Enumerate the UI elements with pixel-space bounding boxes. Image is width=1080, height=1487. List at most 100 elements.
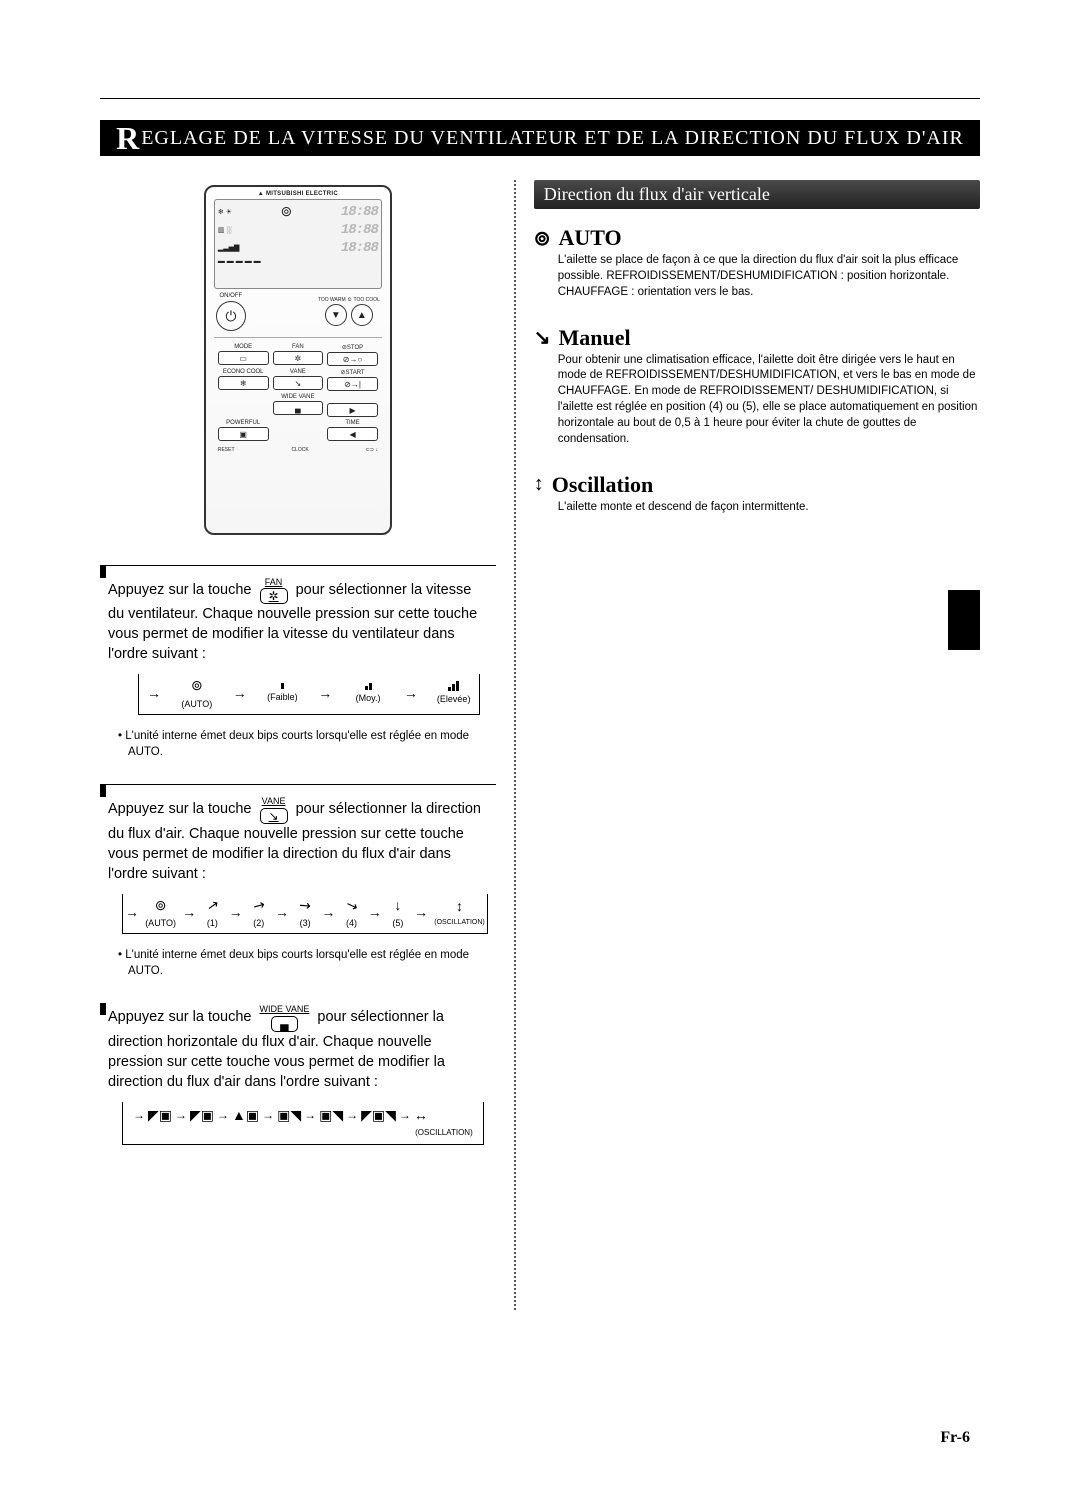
- fan-btn-tiny-label: FAN: [265, 576, 283, 588]
- fan-sequence: → ⊚(AUTO) → (Faible) → (Moy.) → (Elevée): [138, 674, 480, 715]
- fan-seq-auto: (AUTO): [181, 698, 212, 710]
- lcd-digits2: 18:88: [341, 222, 378, 238]
- fan-low-icon: [281, 683, 284, 689]
- remote-main-buttons: ON/OFF ⏻ TOO WARM ⏲ TOO COOL ▼ ▲: [216, 293, 380, 331]
- wv-pos5-icon: ▣◥: [319, 1106, 343, 1125]
- clock-label: CLOCK: [291, 447, 308, 453]
- vane-osc-icon: ↕: [456, 897, 463, 916]
- lcd-digits3: 18:88: [341, 240, 378, 256]
- vane-pos5-icon: ↓: [394, 896, 401, 915]
- remote-button-grid: MODE▭ FAN✲ ⊘STOP⊘→○ ECONO COOL❄︎ VANE↘ ⊘…: [218, 344, 378, 441]
- vane-label: VANE: [273, 369, 324, 375]
- back-btn-icon: ◀: [327, 427, 378, 441]
- econo-btn-icon: ❄︎: [218, 376, 269, 390]
- auto-icon: ⊚: [191, 676, 203, 695]
- widevane-btn-tiny-label: WIDE VANE: [260, 1003, 310, 1015]
- fwd-btn-icon: ▶: [327, 403, 378, 417]
- stop-label: STOP: [347, 345, 363, 351]
- vane-instr-pre: Appuyez sur la touche: [108, 801, 251, 817]
- vane-seq-1: (1): [207, 917, 218, 929]
- manuel-mode-title: ↘ Manuel: [534, 325, 980, 351]
- fan-note: L'unité interne émet deux bips courts lo…: [108, 725, 490, 772]
- content-columns: MITSUBISHI ELECTRIC ❄︎ ☀︎ ⊚ 18:88 ▥ ░ 18…: [100, 180, 980, 1310]
- column-divider: [514, 180, 516, 1310]
- vane-instruction: Appuyez sur la touche VANE ↘ pour sélect…: [100, 784, 496, 991]
- vane-sequence: → ⊚(AUTO) → ↘(1) → ↘(2) → ↘(3) → ↘(4) → …: [122, 894, 488, 935]
- start-label: START: [345, 370, 364, 376]
- fan-seq-high: (Elevée): [437, 693, 471, 705]
- vane-btn-tiny-label: VANE: [262, 795, 286, 807]
- fan-instr-pre: Appuyez sur la touche: [108, 582, 251, 598]
- mode-label: MODE: [218, 344, 269, 350]
- powerful-label: POWERFUL: [218, 420, 269, 426]
- page-number: Fr-6: [940, 1429, 970, 1447]
- vane-seq-3: (3): [300, 917, 311, 929]
- vane-pos1-icon: ↘: [202, 898, 223, 913]
- fan-inline-button: FAN ✲: [260, 576, 288, 604]
- left-column: MITSUBISHI ELECTRIC ❄︎ ☀︎ ⊚ 18:88 ▥ ░ 18…: [100, 180, 496, 1310]
- lcd-digits: 18:88: [341, 204, 378, 220]
- auto-mode-label: AUTO: [559, 225, 622, 251]
- fan-high-icon: [448, 681, 459, 691]
- too-cool-label: TOO COOL: [354, 298, 380, 303]
- page-title: EGLAGE DE LA VITESSE DU VENTILATEUR ET D…: [141, 127, 964, 150]
- widevane-instruction: Appuyez sur la touche WIDE VANE ▄ pour s…: [100, 1003, 496, 1145]
- remote-illustration: MITSUBISHI ELECTRIC ❄︎ ☀︎ ⊚ 18:88 ▥ ░ 18…: [204, 185, 392, 535]
- manuel-mode-body: Pour obtenir une climatisation efficace,…: [534, 353, 980, 448]
- vane-pos2-icon: ↘: [247, 895, 270, 915]
- vane-seq-5: (5): [392, 917, 403, 929]
- wv-pos1-icon: ◤▣: [148, 1106, 172, 1125]
- too-warm-label: TOO WARM: [318, 298, 346, 303]
- oscillation-mode-body: L'ailette monte et descend de façon inte…: [534, 500, 980, 516]
- vane-note: L'unité interne émet deux bips courts lo…: [108, 944, 490, 991]
- wv-pos6-icon: ◤▣◥: [361, 1106, 396, 1125]
- fan-inline-btn-icon: ✲: [260, 588, 288, 604]
- temp-up-icon: ▲: [351, 304, 373, 326]
- econo-label: ECONO COOL: [218, 369, 269, 375]
- oscillation-mode-icon: ↕: [534, 473, 544, 496]
- manuel-mode-label: Manuel: [559, 325, 631, 351]
- onoff-label: ON/OFF: [220, 293, 243, 299]
- wv-pos4-icon: ▣◥: [277, 1106, 301, 1125]
- start-btn-icon: ⊘→|: [327, 377, 378, 391]
- time-label: TIME: [327, 420, 378, 426]
- mode-btn-icon: ▭: [218, 351, 269, 365]
- oscillation-mode-title: ↕ Oscillation: [534, 472, 980, 498]
- wv-pos3-icon: ▲▣: [232, 1106, 259, 1125]
- vane-seq-auto: (AUTO): [145, 917, 176, 929]
- manuel-mode-icon: ↘: [534, 325, 551, 350]
- fan-seq-low: (Faible): [267, 691, 298, 703]
- vane-seq-osc: (OSCILLATION): [434, 918, 484, 928]
- remote-lcd: ❄︎ ☀︎ ⊚ 18:88 ▥ ░ 18:88 ▂▃▅▇ 18:88 ▬ ▬ ▬…: [214, 199, 382, 289]
- oscillation-mode-label: Oscillation: [552, 472, 653, 498]
- vane-seq-4: (4): [346, 917, 357, 929]
- title-dropcap: R: [116, 120, 140, 157]
- vane-inline-button: VANE ↘: [260, 795, 288, 823]
- vane-auto-icon: ⊚: [155, 896, 167, 915]
- fan-btn-icon: ✲: [273, 351, 324, 365]
- vane-seq-2: (2): [253, 917, 264, 929]
- onoff-button-icon: ⏻: [216, 301, 246, 331]
- section-title-bar: Direction du flux d'air verticale: [534, 180, 980, 209]
- reset-label: RESET: [218, 447, 235, 453]
- vane-pos3-icon: ↘: [294, 894, 315, 916]
- widevane-instr-pre: Appuyez sur la touche: [108, 1009, 251, 1025]
- widevane-inline-btn-icon: ▄: [271, 1016, 298, 1032]
- widevane-label: WIDE VANE: [273, 394, 324, 400]
- widevane-osc-label: (OSCILLATION): [127, 1127, 479, 1138]
- wv-pos2-icon: ◤▣: [190, 1106, 214, 1125]
- wv-osc-icon: ↔: [414, 1106, 428, 1125]
- widevane-inline-button: WIDE VANE ▄: [260, 1003, 310, 1031]
- remote-brand: MITSUBISHI ELECTRIC: [206, 187, 390, 199]
- vane-inline-btn-icon: ↘: [260, 808, 288, 824]
- auto-mode-body: L'ailette se place de façon à ce que la …: [534, 253, 980, 301]
- page-title-bar: R EGLAGE DE LA VITESSE DU VENTILATEUR ET…: [100, 120, 980, 156]
- right-column: Direction du flux d'air verticale ⊚ AUTO…: [534, 180, 980, 1310]
- top-rule: [100, 98, 980, 99]
- fan-label: FAN: [273, 344, 324, 350]
- widevane-sequence: →◤▣ →◤▣ →▲▣ →▣◥ →▣◥ →◤▣◥ →↔ (OSCILLATION…: [122, 1102, 484, 1145]
- stop-btn-icon: ⊘→○: [327, 352, 378, 366]
- vane-btn-icon: ↘: [273, 376, 324, 390]
- auto-mode-title: ⊚ AUTO: [534, 225, 980, 251]
- fan-seq-med: (Moy.): [356, 692, 381, 704]
